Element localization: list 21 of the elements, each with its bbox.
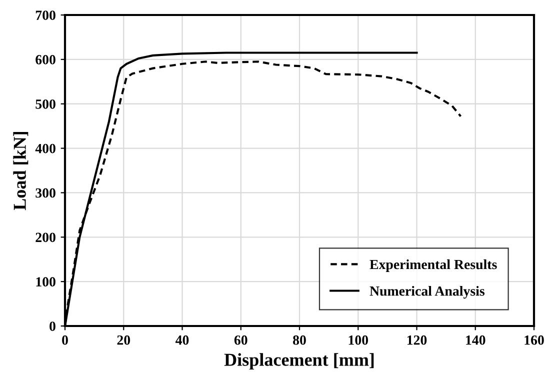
y-tick-label: 200 [36, 232, 56, 242]
x-tick-label: 120 [407, 335, 427, 345]
x-tick-label: 140 [466, 335, 486, 345]
x-tick-label: 0 [62, 335, 68, 345]
y-tick-label: 500 [36, 99, 56, 109]
x-tick-label: 160 [524, 335, 544, 345]
y-tick-label: 400 [35, 144, 56, 154]
y-tick-label: 600 [36, 55, 56, 64]
y-axis-title: Load [kN] [13, 132, 28, 210]
x-tick-label: 20 [117, 335, 130, 345]
y-tick-label: 300 [36, 188, 56, 198]
x-tick-label: 40 [175, 335, 189, 345]
x-tick-label: 100 [348, 335, 368, 345]
y-tick-label: 700 [36, 10, 56, 20]
x-tick-label: 60 [234, 335, 248, 345]
x-tick-label: 80 [293, 335, 306, 345]
legend-label: Experimental Results [370, 259, 497, 272]
y-tick-label: 0 [50, 322, 56, 331]
x-axis-title: Displacement [mm] [224, 353, 374, 370]
y-tick-label: 100 [36, 277, 56, 287]
legend-label: Numerical Analysis [370, 286, 485, 299]
